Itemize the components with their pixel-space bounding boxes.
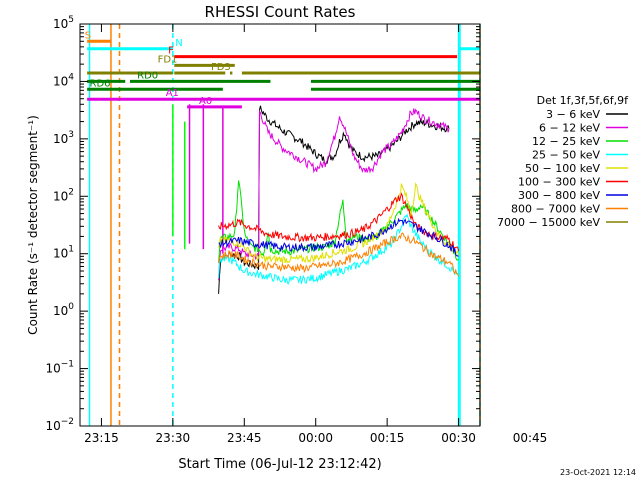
- y-tick-label: 101: [53, 245, 74, 261]
- legend-label: 300 − 800 keV: [518, 189, 600, 202]
- x-axis-label: Start Time (06-Jul-12 23:12:42): [178, 457, 381, 472]
- series-line: [218, 192, 460, 252]
- state-bar-label: FD3: [211, 62, 231, 73]
- x-tick-label: 00:45: [513, 431, 548, 445]
- x-tick-label: 23:45: [227, 431, 262, 445]
- legend-label: 800 − 7000 keV: [511, 203, 600, 216]
- legend-title: Det 1f,3f,5f,6f,9f: [537, 94, 630, 107]
- series-line: [218, 108, 450, 281]
- x-axis: 23:15 23:30 23:45 00:00 00:15 00:30 00:45: [84, 24, 547, 445]
- x-tick-label: 00:30: [441, 431, 476, 445]
- x-tick-label: 00:15: [370, 431, 405, 445]
- state-bar-label: A0: [199, 96, 212, 107]
- y-tick-label: 104: [53, 72, 74, 88]
- chart-title: RHESSI Count Rates: [205, 3, 356, 21]
- legend-label: 7000 − 15000 keV: [497, 216, 600, 229]
- legend-label: 6 − 12 keV: [539, 122, 600, 135]
- state-bar-label: S: [85, 30, 91, 41]
- state-bar-label: A1: [166, 88, 179, 99]
- y-tick-label: 10−2: [45, 417, 74, 433]
- vertical-time-markers: [88, 24, 481, 426]
- series-line: [218, 105, 450, 294]
- plot-frame: [79, 23, 481, 427]
- series-lines: [172, 104, 460, 294]
- state-bar-label: N: [175, 38, 182, 49]
- legend-label: 50 − 100 keV: [525, 162, 600, 175]
- state-bar-label: RD0: [137, 70, 158, 81]
- series-line: [218, 217, 459, 257]
- y-tick-label: 103: [53, 130, 74, 146]
- legend-label: 12 − 25 keV: [532, 135, 600, 148]
- y-tick-label: 105: [53, 15, 74, 31]
- y-axis: 10−2 10−1 100 101 102 103 104 105: [45, 15, 480, 433]
- x-tick-label: 23:30: [156, 431, 191, 445]
- legend-label: 100 − 300 keV: [518, 176, 600, 189]
- timestamp: 23-Oct-2021 12:14: [560, 468, 636, 477]
- legend-label: 25 − 50 keV: [532, 149, 600, 162]
- y-axis-label: Count Rate (s⁻¹ detector segment⁻¹): [26, 115, 40, 335]
- series-line: [218, 180, 459, 263]
- x-tick-label: 23:15: [84, 431, 119, 445]
- state-bar-label: F: [168, 46, 174, 57]
- state-bar-label: RD6: [90, 78, 111, 89]
- state-bar-label: FD1: [158, 54, 178, 65]
- series-line: [218, 232, 460, 277]
- x-tick-label: 00:00: [298, 431, 333, 445]
- y-tick-label: 102: [53, 187, 74, 203]
- y-tick-label: 10−1: [45, 360, 74, 376]
- series-line: [218, 213, 460, 286]
- y-tick-label: 100: [53, 302, 74, 318]
- series-line: [218, 182, 460, 264]
- legend-label: 3 − 6 keV: [546, 108, 600, 121]
